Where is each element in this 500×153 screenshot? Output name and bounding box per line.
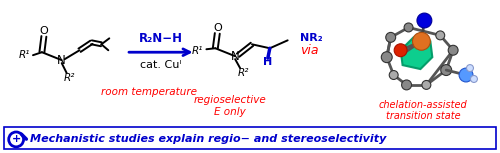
Circle shape	[394, 44, 407, 57]
Circle shape	[448, 45, 458, 55]
Polygon shape	[400, 37, 432, 69]
Circle shape	[404, 23, 413, 32]
Circle shape	[441, 65, 452, 76]
Circle shape	[402, 80, 411, 90]
Circle shape	[436, 31, 444, 40]
Text: room temperature: room temperature	[101, 87, 197, 97]
Text: O: O	[213, 23, 222, 34]
Circle shape	[417, 13, 432, 28]
Text: R₂N−H: R₂N−H	[139, 32, 183, 45]
Circle shape	[466, 65, 473, 72]
Circle shape	[422, 80, 431, 89]
Circle shape	[8, 132, 24, 147]
Circle shape	[386, 32, 396, 42]
Text: N: N	[58, 54, 66, 67]
Text: NR₂: NR₂	[300, 33, 322, 43]
Text: H: H	[263, 57, 272, 67]
Circle shape	[459, 68, 473, 82]
Text: E only: E only	[214, 107, 246, 117]
Text: R²: R²	[238, 68, 249, 78]
Text: cat. Cuᴵ: cat. Cuᴵ	[140, 60, 181, 70]
Circle shape	[470, 76, 478, 82]
Text: R¹: R¹	[192, 46, 203, 56]
Circle shape	[382, 52, 392, 63]
Text: R¹: R¹	[18, 50, 30, 60]
FancyBboxPatch shape	[4, 127, 496, 149]
Text: +: +	[12, 134, 21, 144]
Text: transition state: transition state	[386, 111, 460, 121]
Text: chelation-assisted: chelation-assisted	[379, 100, 468, 110]
Text: R²: R²	[64, 73, 76, 83]
Circle shape	[389, 71, 398, 79]
Text: Mechanistic studies explain regio− and stereoselectivity: Mechanistic studies explain regio− and s…	[30, 134, 387, 144]
Text: via: via	[300, 44, 318, 57]
Text: O: O	[40, 26, 48, 36]
Circle shape	[412, 32, 430, 50]
Text: N: N	[231, 50, 239, 63]
Text: regioselective: regioselective	[194, 95, 266, 105]
